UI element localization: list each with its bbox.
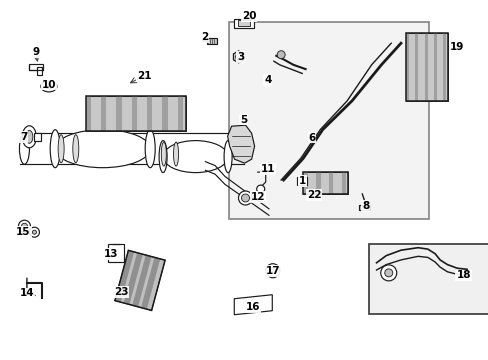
- Text: 14: 14: [20, 288, 34, 298]
- Ellipse shape: [45, 84, 52, 89]
- Bar: [34, 133, 41, 141]
- Circle shape: [269, 268, 275, 274]
- Ellipse shape: [73, 135, 79, 163]
- Circle shape: [29, 227, 40, 237]
- Text: 17: 17: [265, 266, 280, 276]
- Text: 20: 20: [242, 11, 256, 21]
- Bar: [115, 250, 134, 302]
- Polygon shape: [234, 295, 272, 315]
- Bar: [115, 250, 165, 310]
- Bar: [206, 39, 217, 44]
- Bar: [116, 96, 122, 131]
- Bar: [234, 19, 254, 28]
- Bar: [405, 33, 447, 101]
- Text: 19: 19: [449, 42, 464, 52]
- Polygon shape: [227, 125, 254, 163]
- Bar: [442, 33, 446, 101]
- Bar: [303, 172, 347, 194]
- Circle shape: [380, 265, 396, 281]
- Text: 8: 8: [362, 201, 368, 211]
- Text: 7: 7: [20, 132, 27, 142]
- Bar: [147, 96, 152, 131]
- Circle shape: [238, 191, 252, 205]
- Text: 10: 10: [41, 80, 56, 90]
- Ellipse shape: [163, 141, 227, 172]
- Ellipse shape: [22, 126, 36, 148]
- Text: 6: 6: [308, 132, 315, 143]
- Text: 23: 23: [114, 287, 128, 297]
- Bar: [303, 172, 347, 194]
- Ellipse shape: [224, 141, 232, 172]
- Circle shape: [241, 194, 249, 202]
- Text: 11: 11: [260, 164, 275, 174]
- Text: 3: 3: [237, 52, 244, 62]
- Circle shape: [384, 269, 392, 277]
- Bar: [424, 33, 427, 101]
- Polygon shape: [233, 51, 244, 63]
- Text: 5: 5: [240, 114, 246, 125]
- Text: 16: 16: [245, 302, 260, 312]
- Bar: [433, 33, 436, 101]
- Bar: [162, 96, 167, 131]
- Ellipse shape: [50, 130, 60, 168]
- Bar: [131, 96, 137, 131]
- Ellipse shape: [173, 142, 178, 166]
- Text: 18: 18: [455, 270, 470, 280]
- Circle shape: [19, 220, 30, 232]
- Text: 9: 9: [32, 47, 39, 57]
- Bar: [132, 255, 151, 307]
- Circle shape: [277, 51, 285, 59]
- Bar: [297, 177, 306, 185]
- Ellipse shape: [145, 130, 155, 168]
- Ellipse shape: [161, 142, 166, 166]
- Text: 13: 13: [104, 249, 119, 259]
- Bar: [228, 22, 428, 219]
- Text: 15: 15: [16, 227, 31, 237]
- Bar: [108, 244, 124, 262]
- Bar: [405, 33, 447, 101]
- Ellipse shape: [41, 81, 57, 92]
- Bar: [303, 172, 307, 194]
- Circle shape: [21, 223, 27, 229]
- Bar: [85, 96, 185, 131]
- Bar: [141, 257, 160, 309]
- Bar: [238, 21, 250, 26]
- Circle shape: [265, 264, 279, 278]
- Bar: [341, 172, 346, 194]
- Bar: [101, 96, 106, 131]
- Bar: [29, 64, 42, 70]
- Text: 22: 22: [306, 190, 321, 200]
- Ellipse shape: [58, 135, 64, 163]
- Circle shape: [235, 54, 241, 60]
- Text: 1: 1: [298, 176, 305, 186]
- Bar: [123, 253, 142, 305]
- Bar: [328, 172, 333, 194]
- Bar: [37, 67, 41, 75]
- Bar: [178, 96, 183, 131]
- Text: 2: 2: [201, 32, 207, 42]
- Bar: [85, 96, 91, 131]
- Circle shape: [32, 230, 37, 234]
- Text: 21: 21: [137, 71, 151, 81]
- Bar: [368, 244, 488, 314]
- Bar: [359, 205, 368, 210]
- Bar: [405, 33, 408, 101]
- Text: 4: 4: [264, 75, 271, 85]
- Bar: [315, 172, 320, 194]
- Bar: [414, 33, 418, 101]
- Text: 12: 12: [250, 192, 265, 202]
- Ellipse shape: [55, 130, 150, 168]
- Bar: [115, 250, 165, 310]
- Ellipse shape: [26, 130, 33, 143]
- Circle shape: [256, 185, 264, 193]
- Bar: [85, 96, 185, 131]
- Ellipse shape: [20, 133, 29, 164]
- Ellipse shape: [159, 141, 167, 172]
